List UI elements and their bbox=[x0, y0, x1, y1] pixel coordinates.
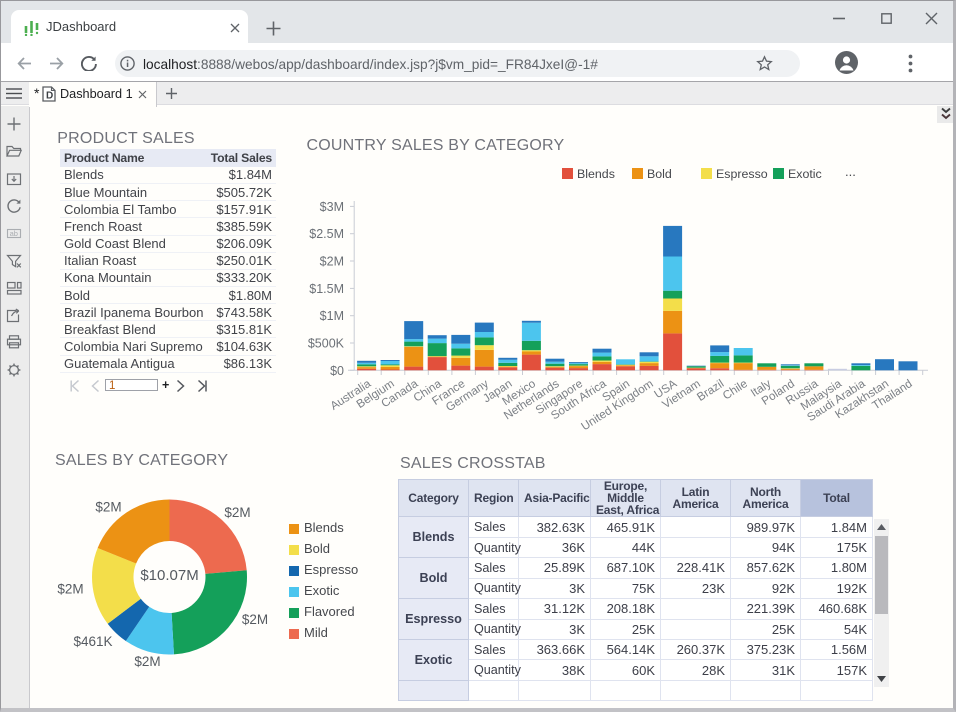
svg-text:$1M: $1M bbox=[320, 309, 344, 323]
svg-text:$2M: $2M bbox=[95, 500, 121, 515]
svg-text:$500K: $500K bbox=[308, 337, 345, 351]
svg-text:$2M: $2M bbox=[320, 255, 344, 269]
svg-text:$0: $0 bbox=[330, 364, 344, 378]
svg-text:$2M: $2M bbox=[242, 612, 268, 627]
svg-text:$1.5M: $1.5M bbox=[309, 282, 344, 296]
svg-text:$2M: $2M bbox=[134, 654, 160, 669]
svg-text:$2M: $2M bbox=[57, 582, 83, 597]
svg-text:D: D bbox=[46, 91, 53, 102]
svg-text:$3M: $3M bbox=[320, 200, 344, 214]
svg-text:$10.07M: $10.07M bbox=[140, 567, 198, 584]
svg-text:$461K: $461K bbox=[73, 634, 112, 649]
svg-text:$2M: $2M bbox=[224, 505, 250, 520]
svg-text:ab: ab bbox=[10, 229, 18, 238]
svg-text:$2.5M: $2.5M bbox=[309, 227, 344, 241]
